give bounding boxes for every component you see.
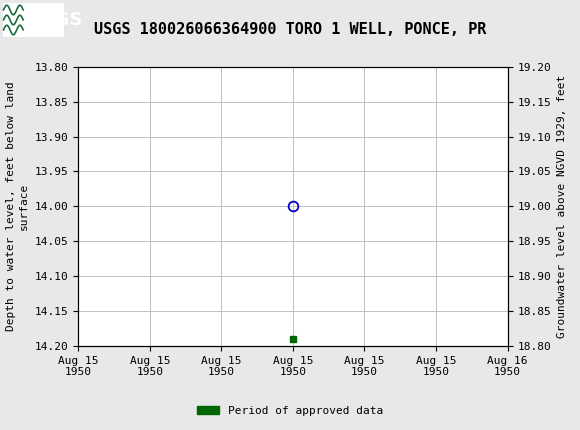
Y-axis label: Depth to water level, feet below land
surface: Depth to water level, feet below land su… [6,82,29,331]
Text: USGS 180026066364900 TORO 1 WELL, PONCE, PR: USGS 180026066364900 TORO 1 WELL, PONCE,… [94,22,486,37]
Text: USGS: USGS [28,11,83,29]
Legend: Period of approved data: Period of approved data [193,401,387,420]
FancyBboxPatch shape [3,3,64,37]
Y-axis label: Groundwater level above NGVD 1929, feet: Groundwater level above NGVD 1929, feet [557,75,567,338]
